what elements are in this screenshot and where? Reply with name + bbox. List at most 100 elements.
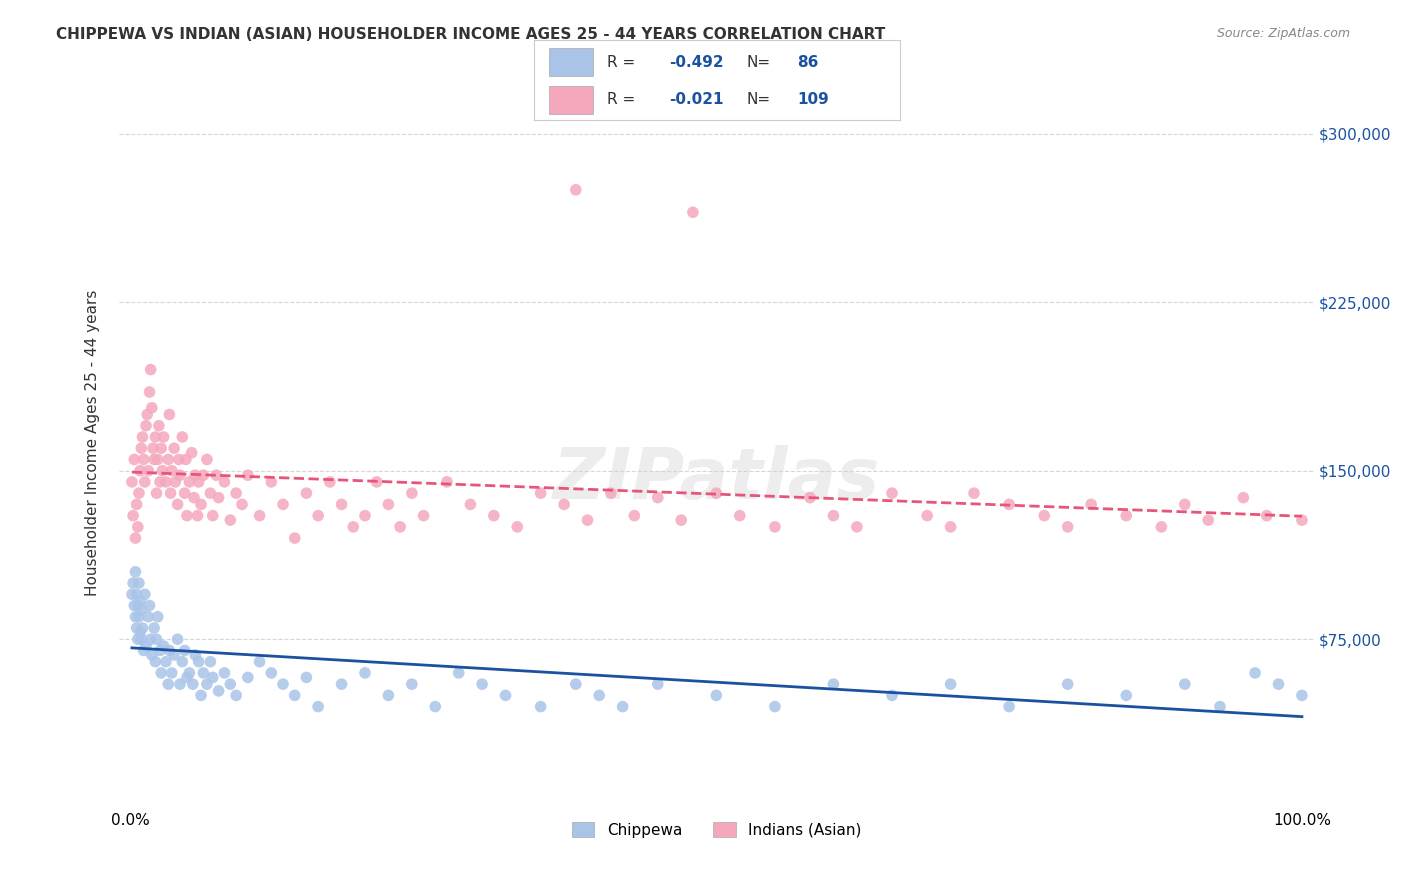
Point: [1232, 491, 1254, 505]
Point: [342, 520, 364, 534]
Point: [129, 464, 152, 478]
Point: [124, 452, 146, 467]
Point: [1291, 689, 1313, 703]
Point: [647, 491, 669, 505]
Point: [165, 475, 187, 489]
Legend: Chippewa, Indians (Asian): Chippewa, Indians (Asian): [565, 815, 868, 844]
Point: [160, 464, 183, 478]
Point: [128, 486, 150, 500]
Point: [139, 362, 162, 376]
Point: [150, 665, 173, 680]
Point: [576, 513, 599, 527]
Point: [195, 677, 218, 691]
Point: [271, 497, 294, 511]
Point: [880, 486, 903, 500]
Text: ZIPatlas: ZIPatlas: [553, 444, 880, 514]
Point: [682, 205, 704, 219]
Point: [138, 385, 160, 400]
Point: [128, 576, 150, 591]
Point: [173, 486, 195, 500]
Point: [1197, 513, 1219, 527]
Point: [150, 464, 173, 478]
Point: [124, 599, 146, 613]
Point: [998, 497, 1021, 511]
Point: [482, 508, 505, 523]
Point: [121, 587, 143, 601]
Point: [763, 699, 786, 714]
Point: [354, 508, 377, 523]
Point: [1115, 508, 1137, 523]
Bar: [548, 48, 593, 77]
Point: [139, 632, 162, 647]
Point: [225, 486, 247, 500]
Point: [143, 621, 166, 635]
Point: [200, 486, 222, 500]
Point: [506, 520, 529, 534]
Point: [184, 648, 207, 662]
Point: [131, 621, 153, 635]
Point: [530, 699, 553, 714]
Point: [200, 655, 222, 669]
Point: [190, 689, 212, 703]
Point: [1080, 497, 1102, 511]
Point: [157, 677, 180, 691]
Point: [330, 497, 353, 511]
Point: [135, 639, 157, 653]
Point: [401, 677, 423, 691]
Point: [167, 452, 190, 467]
Point: [1174, 677, 1197, 691]
Text: N=: N=: [747, 92, 770, 107]
Point: [704, 689, 727, 703]
Point: [249, 508, 271, 523]
Point: [127, 632, 149, 647]
Point: [146, 452, 169, 467]
Point: [190, 497, 212, 511]
Point: [124, 531, 146, 545]
Point: [186, 508, 208, 523]
Point: [141, 648, 163, 662]
Point: [412, 508, 434, 523]
Point: [271, 677, 294, 691]
Point: [704, 486, 727, 500]
Point: [495, 689, 517, 703]
Point: [530, 486, 553, 500]
Point: [169, 468, 191, 483]
Point: [763, 520, 786, 534]
Point: [183, 491, 205, 505]
Point: [122, 508, 145, 523]
Point: [150, 441, 173, 455]
Point: [172, 430, 194, 444]
Point: [219, 677, 242, 691]
Point: [149, 643, 172, 657]
Point: [129, 625, 152, 640]
Point: [201, 670, 224, 684]
Point: [260, 665, 283, 680]
Point: [1256, 508, 1278, 523]
Text: N=: N=: [747, 55, 770, 70]
Point: [201, 508, 224, 523]
Point: [187, 655, 209, 669]
Point: [174, 452, 197, 467]
Point: [1056, 677, 1078, 691]
Point: [236, 670, 259, 684]
Point: [600, 486, 623, 500]
Point: [205, 468, 228, 483]
Text: R =: R =: [607, 92, 641, 107]
Point: [124, 609, 146, 624]
Point: [152, 639, 174, 653]
Point: [134, 587, 156, 601]
Text: 86: 86: [797, 55, 818, 70]
Point: [366, 475, 388, 489]
Point: [121, 475, 143, 489]
Point: [155, 655, 177, 669]
Point: [138, 599, 160, 613]
Point: [136, 464, 159, 478]
Point: [728, 508, 751, 523]
Point: [187, 475, 209, 489]
Point: [160, 665, 183, 680]
Point: [354, 665, 377, 680]
Point: [166, 497, 188, 511]
Point: [377, 689, 399, 703]
Point: [1267, 677, 1289, 691]
Point: [1033, 508, 1056, 523]
